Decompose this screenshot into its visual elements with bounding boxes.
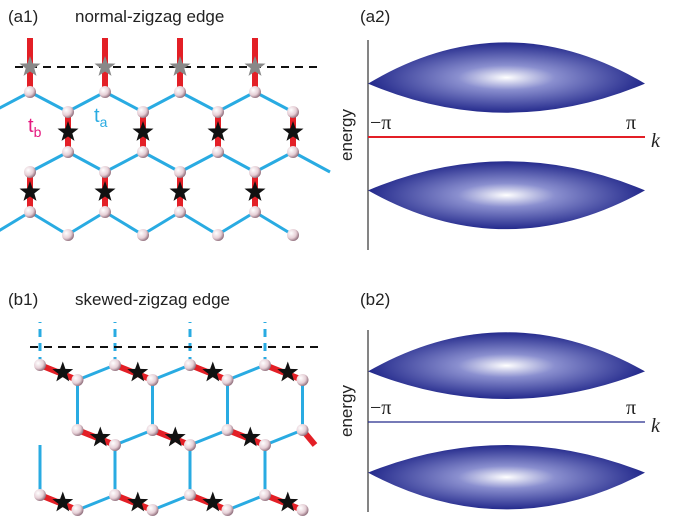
panel-label: (a2) (360, 7, 390, 26)
k-min-label: −π (370, 112, 391, 134)
site (249, 86, 261, 98)
bond (180, 92, 218, 112)
site (287, 229, 299, 241)
site (24, 86, 36, 98)
k-label: k (651, 415, 661, 437)
site (212, 229, 224, 241)
bond (293, 152, 330, 172)
site (34, 359, 46, 371)
axis-label: energy (337, 109, 356, 161)
bond (228, 365, 266, 380)
site (259, 439, 271, 451)
bond (30, 152, 68, 172)
band (368, 42, 645, 112)
bond (190, 430, 228, 445)
panel-label: (a1) (8, 7, 38, 26)
site (147, 504, 159, 516)
site (109, 439, 121, 451)
band (368, 445, 645, 509)
site (62, 106, 74, 118)
sub: a (100, 114, 108, 130)
site (72, 504, 84, 516)
site (99, 86, 111, 98)
figure: (a1) normal-zigzag edge ta tb (a2) (b1) … (0, 0, 696, 531)
panel-title: normal-zigzag edge (75, 7, 224, 26)
site (109, 359, 121, 371)
panel-label: (b1) (8, 290, 38, 309)
bond (30, 92, 68, 112)
panel-title: skewed-zigzag edge (75, 290, 230, 309)
site (147, 424, 159, 436)
site (212, 146, 224, 158)
site (249, 166, 261, 178)
site (24, 206, 36, 218)
site (137, 146, 149, 158)
site (99, 166, 111, 178)
site (297, 424, 309, 436)
bond (180, 212, 218, 235)
panel-label: (b2) (360, 290, 390, 309)
bond (255, 212, 293, 235)
k-label: k (651, 130, 661, 152)
bond (105, 92, 143, 112)
site (287, 106, 299, 118)
band (368, 332, 645, 399)
site (222, 374, 234, 386)
site (109, 489, 121, 501)
bond (265, 430, 303, 445)
site (287, 146, 299, 158)
site (174, 86, 186, 98)
labels: (a1) normal-zigzag edge ta tb (a2) (b1) … (8, 7, 390, 309)
site (297, 504, 309, 516)
bond (153, 495, 191, 510)
sub: b (34, 124, 42, 140)
bond (255, 92, 293, 112)
site (259, 359, 271, 371)
bond (78, 495, 116, 510)
site (184, 359, 196, 371)
site (72, 424, 84, 436)
site (99, 206, 111, 218)
bond (78, 365, 116, 380)
axis-label: energy (337, 385, 356, 437)
k-min-label: −π (370, 397, 391, 419)
site (174, 206, 186, 218)
bond (255, 152, 293, 172)
hopping-label: ta (94, 105, 108, 130)
site (137, 229, 149, 241)
site (147, 374, 159, 386)
site (24, 166, 36, 178)
bond (115, 430, 153, 445)
bond (218, 152, 255, 172)
k-max-label: π (626, 397, 636, 419)
bond (228, 495, 266, 510)
bond (180, 152, 218, 172)
bond (105, 212, 143, 235)
site (259, 489, 271, 501)
site (174, 166, 186, 178)
site (249, 206, 261, 218)
bond (143, 152, 180, 172)
site (184, 489, 196, 501)
site (222, 504, 234, 516)
lattices (0, 38, 330, 516)
site (297, 374, 309, 386)
bond (153, 365, 191, 380)
site (137, 106, 149, 118)
site (222, 424, 234, 436)
site (212, 106, 224, 118)
site (34, 489, 46, 501)
site (62, 146, 74, 158)
bond (30, 212, 68, 235)
hopping-label: tb (28, 115, 42, 140)
site (184, 439, 196, 451)
k-max-label: π (626, 112, 636, 134)
bond (68, 152, 105, 172)
site (62, 229, 74, 241)
bond (105, 152, 143, 172)
band (368, 161, 645, 229)
site (72, 374, 84, 386)
